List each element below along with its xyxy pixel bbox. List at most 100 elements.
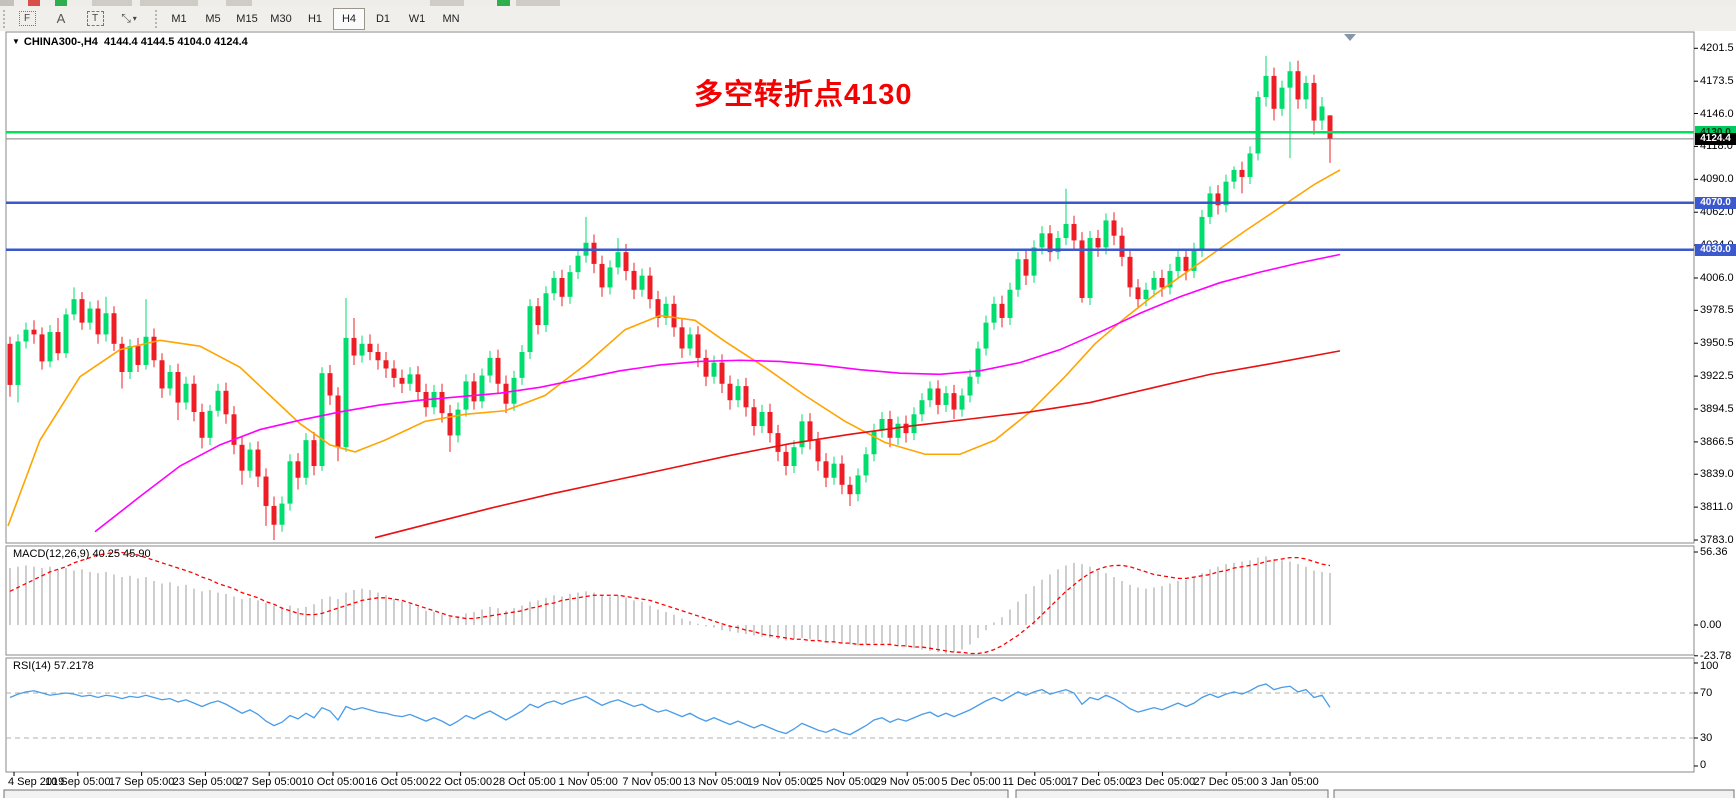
toolbar-grip[interactable] bbox=[2, 9, 7, 28]
timeframe-button-w1[interactable]: W1 bbox=[408, 12, 426, 25]
rsi-axis-tick: 0 bbox=[1700, 759, 1707, 771]
time-axis-label: 7 Nov 05:00 bbox=[622, 776, 682, 788]
price-axis-tick: 4062.0 bbox=[1700, 206, 1734, 219]
price-axis-tick: 3894.5 bbox=[1700, 403, 1734, 415]
price-axis-tick: 4146.0 bbox=[1700, 107, 1734, 120]
quote-direction-down-icon: ▼ bbox=[12, 37, 20, 46]
time-axis-label: 3 Jan 05:00 bbox=[1261, 776, 1319, 788]
clipped-toolbar-icon bbox=[0, 0, 14, 6]
time-axis-label: 11 Dec 05:00 bbox=[1002, 776, 1068, 788]
clipped-toolbar-icon bbox=[92, 0, 132, 6]
time-axis-label: 13 Nov 05:00 bbox=[683, 776, 749, 788]
timeframe-toolbar-grip[interactable] bbox=[154, 9, 159, 28]
time-axis-label: 27 Sep 05:00 bbox=[236, 776, 302, 788]
price-axis-tick: 3783.0 bbox=[1700, 534, 1734, 547]
minimized-windows[interactable] bbox=[3, 789, 1735, 798]
chart-shift-marker-icon bbox=[1344, 34, 1356, 41]
time-axis-label: 16 Oct 05:00 bbox=[365, 776, 429, 788]
clipped-toolbar-icon bbox=[28, 0, 40, 6]
time-axis-label: 28 Oct 05:00 bbox=[492, 776, 556, 788]
time-axis-label: 10 Sep 05:00 bbox=[45, 776, 111, 788]
arrows-icon: ⤡ bbox=[121, 11, 131, 25]
time-axis-label: 4 Sep 2019 bbox=[8, 776, 65, 788]
date-ticks bbox=[13, 772, 1291, 776]
clipped-toolbar-icon bbox=[516, 0, 560, 6]
time-axis-label: 25 Nov 05:00 bbox=[810, 776, 877, 788]
text-label-tool-button[interactable]: A bbox=[45, 8, 77, 30]
price-axis-tick: 4173.5 bbox=[1700, 75, 1734, 88]
price-axis-tick: 4090.0 bbox=[1700, 173, 1734, 186]
ma-slow-red bbox=[374, 350, 1341, 539]
price-axis-tick: 4006.0 bbox=[1700, 272, 1734, 284]
chart-ohlc-quote: 4144.4 4144.5 4104.0 4124.4 bbox=[104, 36, 248, 48]
time-axis-label: 17 Dec 05:00 bbox=[1065, 776, 1132, 788]
macd-indicator-label: MACD(12,26,9) 40.25 45.90 bbox=[13, 548, 151, 560]
time-axis-label: 29 Nov 05:00 bbox=[874, 776, 940, 788]
timeframe-button-m30[interactable]: M30 bbox=[270, 12, 292, 25]
clipped-toolbar-row bbox=[0, 0, 1736, 6]
price-axis-tick: 3950.5 bbox=[1700, 337, 1734, 350]
timeframe-button-m15[interactable]: M15 bbox=[236, 12, 258, 25]
price-line-badge: 4070.0 bbox=[1695, 196, 1736, 209]
macd-signal-line bbox=[9, 551, 1331, 655]
timeframe-button-mn[interactable]: MN bbox=[442, 12, 460, 25]
timeframe-button-h4[interactable]: H4 bbox=[333, 7, 365, 30]
chart-window: ▼ CHINA300-,H4 4144.4 4144.5 4104.0 4124.… bbox=[0, 31, 1736, 798]
price-axis-tick: 3922.5 bbox=[1700, 370, 1734, 383]
rsi-line bbox=[9, 683, 1331, 736]
chart-title: ▼ CHINA300-,H4 4144.4 4144.5 4104.0 4124.… bbox=[12, 36, 248, 48]
clipped-toolbar-icon bbox=[140, 0, 198, 6]
text-box-icon: T bbox=[86, 11, 104, 26]
time-axis-label: 17 Sep 05:00 bbox=[108, 776, 175, 788]
letter-a-icon: A bbox=[56, 11, 66, 26]
time-axis-label: 19 Nov 05:00 bbox=[746, 776, 813, 788]
time-axis-label: 27 Dec 05:00 bbox=[1193, 776, 1259, 788]
ma-fast-orange bbox=[7, 169, 1341, 527]
price-line-badge: 4124.4 bbox=[1695, 132, 1736, 145]
price-axis-tick: 3866.5 bbox=[1700, 435, 1734, 448]
candles[interactable] bbox=[7, 55, 1333, 541]
clipped-toolbar-icon bbox=[226, 0, 252, 6]
rsi-indicator-label: RSI(14) 57.2178 bbox=[13, 660, 94, 672]
rsi-levels bbox=[6, 692, 1694, 739]
time-axis-label: 5 Dec 05:00 bbox=[941, 776, 1001, 788]
clipped-toolbar-icon bbox=[430, 0, 464, 6]
chart-grid-tool-button[interactable]: F bbox=[11, 8, 43, 30]
macd-axis-tick: -23.78 bbox=[1700, 649, 1732, 662]
time-axis-label: 23 Sep 05:00 bbox=[172, 776, 239, 788]
time-axis-label: 22 Oct 05:00 bbox=[429, 776, 493, 788]
macd-axis-tick: 0.00 bbox=[1700, 619, 1722, 631]
rsi-axis-tick: 100 bbox=[1700, 660, 1719, 672]
text-box-tool-button[interactable]: T bbox=[79, 8, 111, 30]
time-axis-label: 23 Dec 05:00 bbox=[1129, 776, 1196, 788]
clipped-toolbar-icon bbox=[497, 0, 510, 6]
timeframe-button-group: M1 M5 M15 M30 H1 H4 D1 W1 MN bbox=[162, 7, 468, 30]
price-axis-tick: 3978.5 bbox=[1700, 304, 1734, 317]
ma-mid-magenta bbox=[94, 253, 1341, 533]
chart-canvas[interactable] bbox=[0, 31, 1736, 798]
timeframe-button-d1[interactable]: D1 bbox=[375, 12, 391, 25]
time-axis-label: 1 Nov 05:00 bbox=[558, 776, 618, 788]
chart-symbol-timeframe: CHINA300-,H4 bbox=[23, 36, 98, 48]
time-axis-label: 10 Oct 05:00 bbox=[301, 776, 365, 788]
chevron-down-icon: ▾ bbox=[132, 14, 137, 23]
price-axis-tick: 3839.0 bbox=[1700, 468, 1734, 481]
macd-axis-tick: 56.36 bbox=[1700, 546, 1728, 558]
timeframe-button-m1[interactable]: M1 bbox=[171, 12, 187, 25]
timeframe-button-h1[interactable]: H1 bbox=[307, 12, 323, 25]
rsi-axis-tick: 30 bbox=[1700, 732, 1713, 744]
chart-toolbar: F A T ⤡ ▾ M1 M5 M15 M30 H1 H4 D1 W1 MN bbox=[0, 6, 1736, 32]
rsi-axis-tick: 70 bbox=[1700, 687, 1713, 699]
arrow-tools-button[interactable]: ⤡ ▾ bbox=[113, 8, 145, 30]
price-axis-tick: 4201.5 bbox=[1700, 42, 1734, 55]
price-axis-tick: 3811.0 bbox=[1700, 501, 1733, 514]
timeframe-button-m5[interactable]: M5 bbox=[205, 12, 221, 25]
axis-ticks bbox=[1694, 47, 1698, 767]
chart-annotation-text[interactable]: 多空转折点4130 bbox=[694, 79, 913, 111]
dotted-grid-icon: F bbox=[18, 11, 36, 26]
clipped-toolbar-icon bbox=[55, 0, 67, 6]
panel-frames bbox=[5, 31, 1695, 773]
price-line-badge: 4030.0 bbox=[1695, 243, 1736, 256]
macd-histogram bbox=[9, 556, 1331, 654]
